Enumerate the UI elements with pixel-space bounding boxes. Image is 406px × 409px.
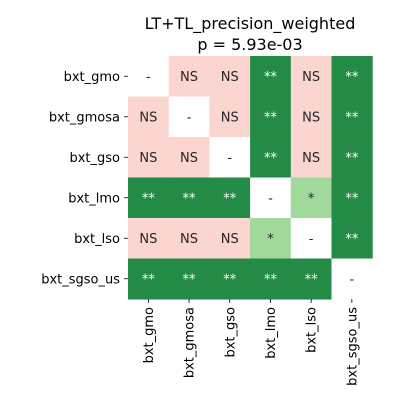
heatmap-cell	[168, 258, 210, 300]
row-tick-label: bxt_gmo	[64, 70, 120, 85]
cell-value-label: -	[268, 191, 273, 206]
cell-value-label: **	[264, 110, 278, 125]
cell-value-label: -	[309, 232, 314, 247]
row-tick-labels: bxt_gmo bxt_gmosa bxt_gso bxt_lmo bxt_lsobxt…	[41, 70, 128, 287]
row-tick-label: bxt_lso	[74, 232, 120, 247]
heatmap-cell	[250, 177, 292, 219]
cell-value-label: NS	[302, 70, 320, 85]
heatmap-cell	[250, 96, 292, 138]
heatmap-cell	[290, 56, 332, 97]
cell-value-label: -	[349, 272, 354, 287]
heatmap-cell	[168, 137, 210, 178]
col-tick-label: bxt_gmo	[142, 307, 157, 363]
cell-value-label: -	[187, 110, 192, 125]
col-tick-label: bxt_gmosa	[183, 307, 198, 378]
heatmap-cell	[290, 137, 332, 178]
heatmap-cell	[168, 56, 210, 97]
cell-value-label: **	[345, 70, 359, 85]
heatmap-cell	[331, 258, 373, 300]
cell-value-label: **	[345, 191, 359, 206]
heatmap-cell	[209, 96, 251, 138]
heatmap-cell	[331, 56, 373, 97]
heatmap-cell	[250, 218, 292, 259]
row-tick-label: bxt_gso	[69, 151, 120, 166]
cell-value-label: **	[264, 151, 278, 166]
heatmap-cell	[168, 218, 210, 259]
col-tick-labels: bxt_gmo bxt_gmosa bxt_gso bxt_lmo bxt_lso bxt…	[142, 299, 360, 386]
heatmap-cell	[168, 177, 210, 219]
cell-value-label: **	[264, 70, 278, 85]
row-tick-label: bxt_sgso_us	[41, 272, 120, 287]
cell-value-label: **	[264, 272, 278, 287]
cell-value-label: NS	[180, 151, 198, 166]
cell-value-label: **	[142, 272, 156, 287]
heatmap-cell	[331, 177, 373, 219]
heatmap-cell	[209, 137, 251, 178]
heatmap-cell	[331, 137, 373, 178]
heatmap-cell	[209, 218, 251, 259]
col-tick-label: bxt_lso	[305, 307, 320, 353]
heatmap-cells: - NS NS ** NS **NS - NS ** NS **NS NS - ** NS **** ** ** -…	[128, 56, 373, 300]
heatmap-cell	[128, 218, 170, 259]
cell-value-label: **	[183, 272, 197, 287]
cell-value-label: NS	[180, 232, 198, 247]
heatmap-cell	[250, 258, 292, 300]
cell-value-label: NS	[139, 232, 157, 247]
cell-value-label: **	[345, 151, 359, 166]
heatmap-cell	[331, 96, 373, 138]
heatmap-cell	[290, 218, 332, 259]
heatmap-cell	[290, 177, 332, 219]
col-tick-label: bxt_sgso_us	[345, 307, 360, 386]
cell-value-label: **	[142, 191, 156, 206]
chart-title: LT+TL_precision_weighted	[145, 14, 356, 34]
cell-value-label: NS	[180, 70, 198, 85]
cell-value-label: -	[227, 151, 232, 166]
cell-value-label: NS	[221, 70, 239, 85]
cell-value-label: NS	[139, 110, 157, 125]
row-tick-label: bxt_gmosa	[49, 110, 120, 125]
cell-value-label: NS	[221, 232, 239, 247]
cell-value-label: -	[146, 70, 151, 85]
heatmap-cell	[128, 96, 170, 138]
heatmap-cell	[128, 137, 170, 178]
heatmap-cell	[128, 177, 170, 219]
cell-value-label: NS	[302, 110, 320, 125]
heatmap-cell	[250, 56, 292, 97]
cell-value-label: NS	[302, 151, 320, 166]
heatmap-cell	[209, 258, 251, 300]
cell-value-label: **	[223, 272, 237, 287]
heatmap-cell	[290, 96, 332, 138]
cell-value-label: NS	[139, 151, 157, 166]
cell-value-label: **	[345, 110, 359, 125]
heatmap-cell	[290, 258, 332, 300]
cell-value-label: NS	[221, 110, 239, 125]
row-tick-label: bxt_lmo	[68, 191, 120, 206]
cell-value-label: **	[183, 191, 197, 206]
heatmap-cell	[209, 177, 251, 219]
heatmap-cell	[331, 218, 373, 259]
cell-value-label: **	[305, 272, 319, 287]
heatmap-cell	[250, 137, 292, 178]
cell-value-label: *	[267, 232, 274, 247]
heatmap-cell	[128, 258, 170, 300]
col-tick-label: bxt_lmo	[264, 307, 279, 359]
cell-value-label: **	[223, 191, 237, 206]
cell-value-label: **	[345, 232, 359, 247]
heatmap-cell	[209, 56, 251, 97]
heatmap-cell	[168, 96, 210, 138]
heatmap-cell	[128, 56, 170, 97]
col-tick-label: bxt_gso	[223, 307, 238, 358]
chart-subtitle: p = 5.93e-03	[197, 35, 302, 54]
cell-value-label: *	[308, 191, 315, 206]
